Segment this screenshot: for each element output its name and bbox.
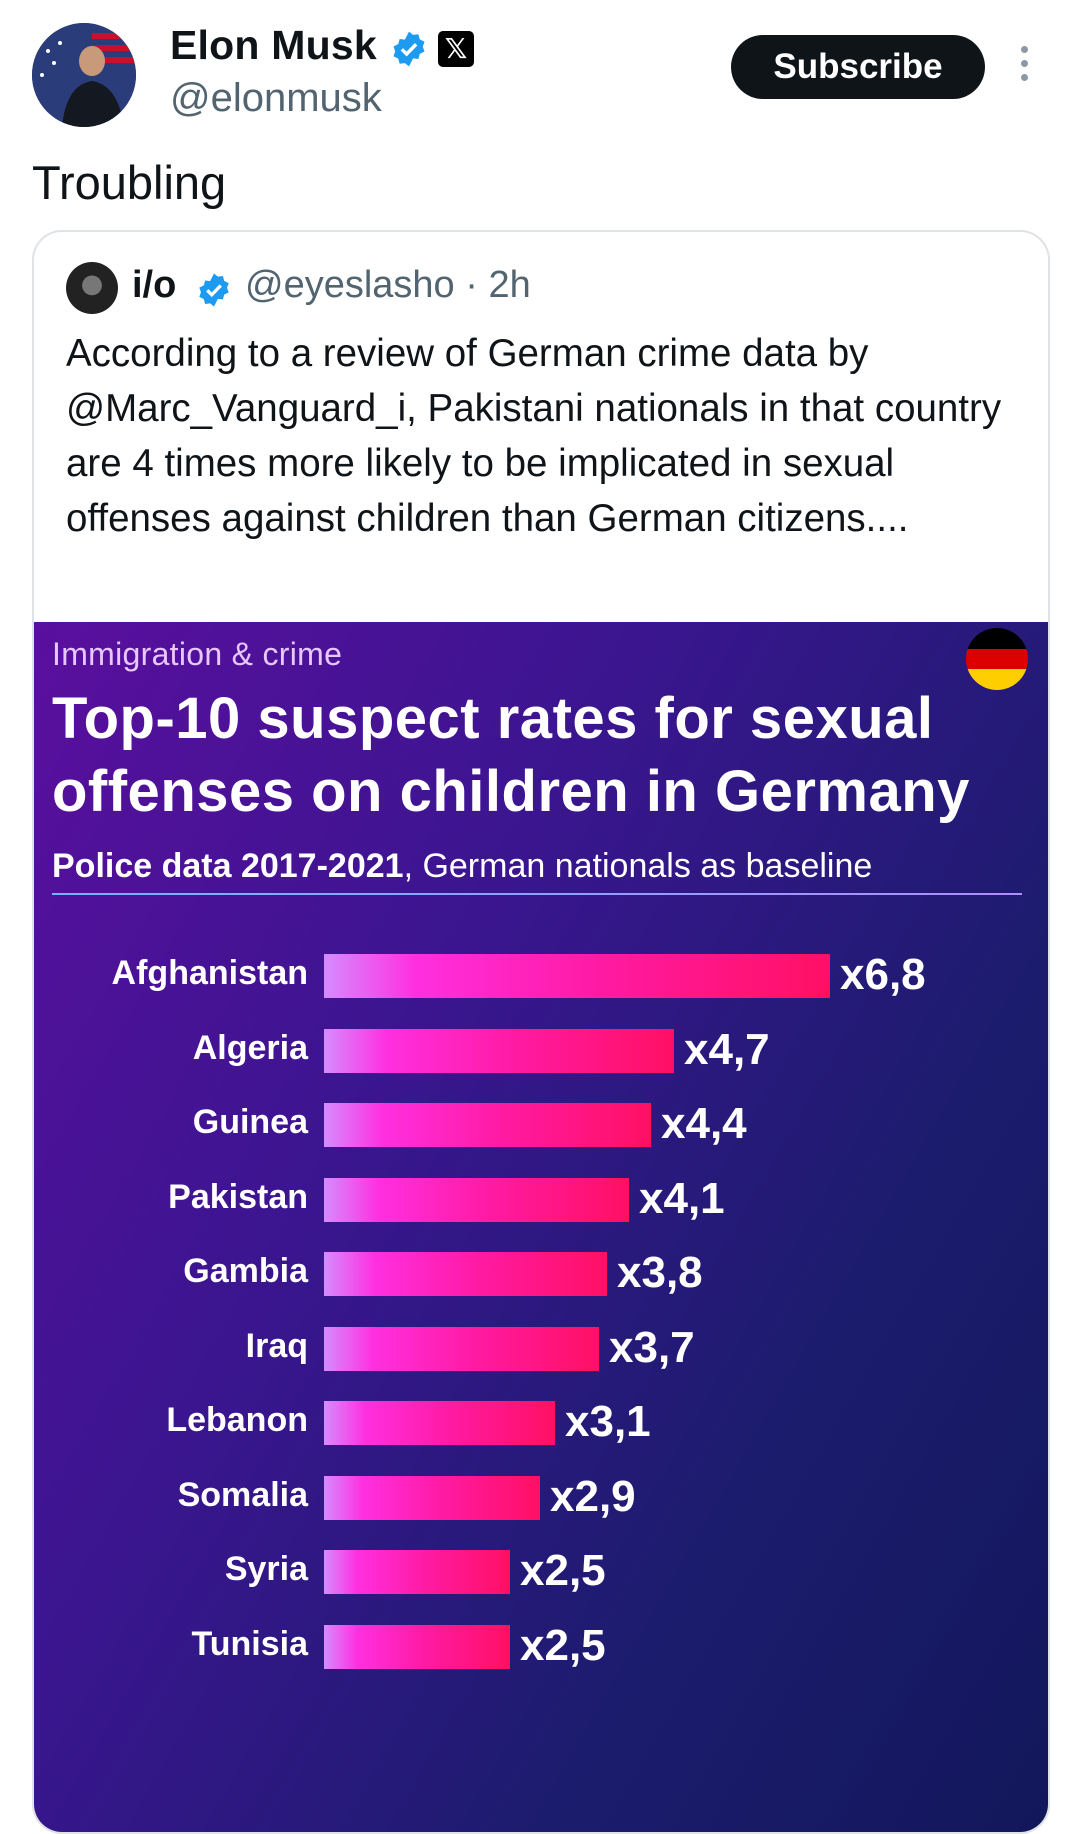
avatar[interactable] [32,23,136,127]
chart-subtitle-source: Police data 2017-2021 [52,847,404,885]
bar [324,1326,599,1371]
x-logo-icon: 𝕏 [438,31,474,67]
divider [52,893,1022,895]
category-label: Afghanistan [111,954,308,992]
category-label: Lebanon [166,1401,308,1439]
bar [324,1028,674,1073]
verified-badge-icon [199,273,229,307]
quoted-author-handle[interactable]: @eyeslasho · 2h [245,264,531,306]
category-label: Guinea [192,1103,308,1141]
category-label: Somalia [177,1475,308,1514]
quoted-avatar[interactable] [66,262,118,314]
value-label: x2,5 [520,1620,606,1670]
category-label: Pakistan [168,1177,308,1216]
bar [324,1103,651,1147]
bar [324,1252,607,1296]
category-label: Tunisia [191,1624,309,1663]
value-label: x3,1 [565,1397,651,1446]
category-label: Iraq [245,1326,308,1365]
value-label: x2,5 [520,1546,606,1595]
value-label: x2,9 [550,1471,636,1521]
quoted-post[interactable]: i/o @eyeslasho · 2h According to a revie… [32,230,1050,1834]
germany-flag-icon [966,628,1028,690]
value-label: x4,7 [684,1024,770,1074]
more-vertical-icon[interactable] [1016,46,1032,86]
chart-subtitle-baseline: , German nationals as baseline [403,847,873,885]
post-text: Troubling [32,156,227,209]
bar [324,1475,540,1520]
infographic-image[interactable]: Immigration & crime Top-10 suspect rates… [34,622,1048,1832]
chart-subtitle: Police data 2017-2021, German nationals … [52,847,872,886]
value-label: x4,1 [639,1173,725,1223]
author-handle[interactable]: @elonmusk [170,76,382,120]
bar [324,954,830,998]
value-label: x6,8 [840,950,926,999]
quoted-post-text: According to a review of German crime da… [66,332,1002,540]
value-label: x3,7 [609,1322,695,1372]
verified-badge-icon [393,31,425,67]
value-label: x4,4 [661,1099,747,1148]
flag-background-icon [32,23,136,127]
category-label: Algeria [192,1028,308,1067]
post-header: Elon Musk 𝕏 @elonmusk Subscribe [0,0,1080,150]
bar [324,1624,510,1669]
subscribe-button[interactable]: Subscribe [731,35,985,99]
bar-chart: Afghanistan x6,8 Algeria x4,7 Guinea x4,4 Paki… [34,922,1048,1822]
chart-title: Top-10 suspect rates for sexual offenses… [52,686,970,824]
author-name[interactable]: Elon Musk [170,22,377,68]
bar [324,1401,555,1445]
bar [324,1177,629,1222]
category-label: Gambia [183,1252,308,1290]
quoted-author-name[interactable]: i/o [132,264,177,306]
category-label: Syria [224,1550,308,1588]
bar [324,1550,510,1594]
value-label: x3,8 [617,1248,703,1297]
infographic-kicker: Immigration & crime [52,636,343,672]
